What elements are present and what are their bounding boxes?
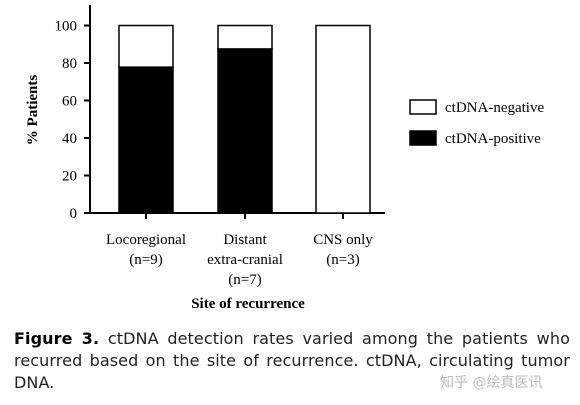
x-tick-label: Distant: [223, 232, 267, 248]
legend-label: ctDNA-positive: [445, 131, 541, 147]
legend-swatch: [409, 130, 437, 146]
y-tick-label: 40: [62, 131, 77, 147]
x-tick-label: (n=7): [228, 272, 261, 288]
plot-area: 0 20 40 60 80 100 Locoregional (n=9) Distant extr…: [55, 5, 385, 288]
figure-label: Figure 3.: [14, 329, 100, 348]
figure-caption: Figure 3. ctDNA detection rates varied a…: [14, 328, 570, 394]
y-tick-label: 80: [62, 56, 77, 72]
y-axis-title: % Patients: [25, 75, 41, 146]
bar-ctdna-negative: [315, 24, 371, 214]
bar-ctdna-positive: [217, 48, 273, 214]
legend-swatch: [409, 99, 437, 115]
y-tick-label: 0: [70, 206, 78, 222]
bar-ctdna-negative: [217, 24, 273, 50]
x-tick-label: CNS only: [313, 232, 373, 248]
y-tick-label: 20: [62, 169, 77, 185]
x-tick-label: (n=9): [129, 252, 162, 268]
stacked-bar-chart: 0 20 40 60 80 100 Locoregional (n=9) Distant extr…: [25, 5, 544, 312]
legend: ctDNA-negative ctDNA-positive: [409, 99, 544, 147]
x-tick-label: Locoregional: [106, 232, 186, 248]
legend-label: ctDNA-negative: [445, 100, 544, 116]
x-tick-label: extra-cranial: [207, 252, 283, 268]
watermark: 知乎 @绘真医讯: [440, 375, 543, 391]
figure-caption-text: ctDNA detection rates varied among the p…: [14, 329, 570, 392]
bar-ctdna-positive: [118, 66, 174, 214]
x-tick-label: (n=3): [326, 252, 359, 268]
y-tick-label: 100: [55, 19, 78, 35]
bar-ctdna-negative: [118, 24, 174, 68]
x-axis-title: Site of recurrence: [191, 296, 305, 312]
y-tick-label: 60: [62, 94, 77, 110]
